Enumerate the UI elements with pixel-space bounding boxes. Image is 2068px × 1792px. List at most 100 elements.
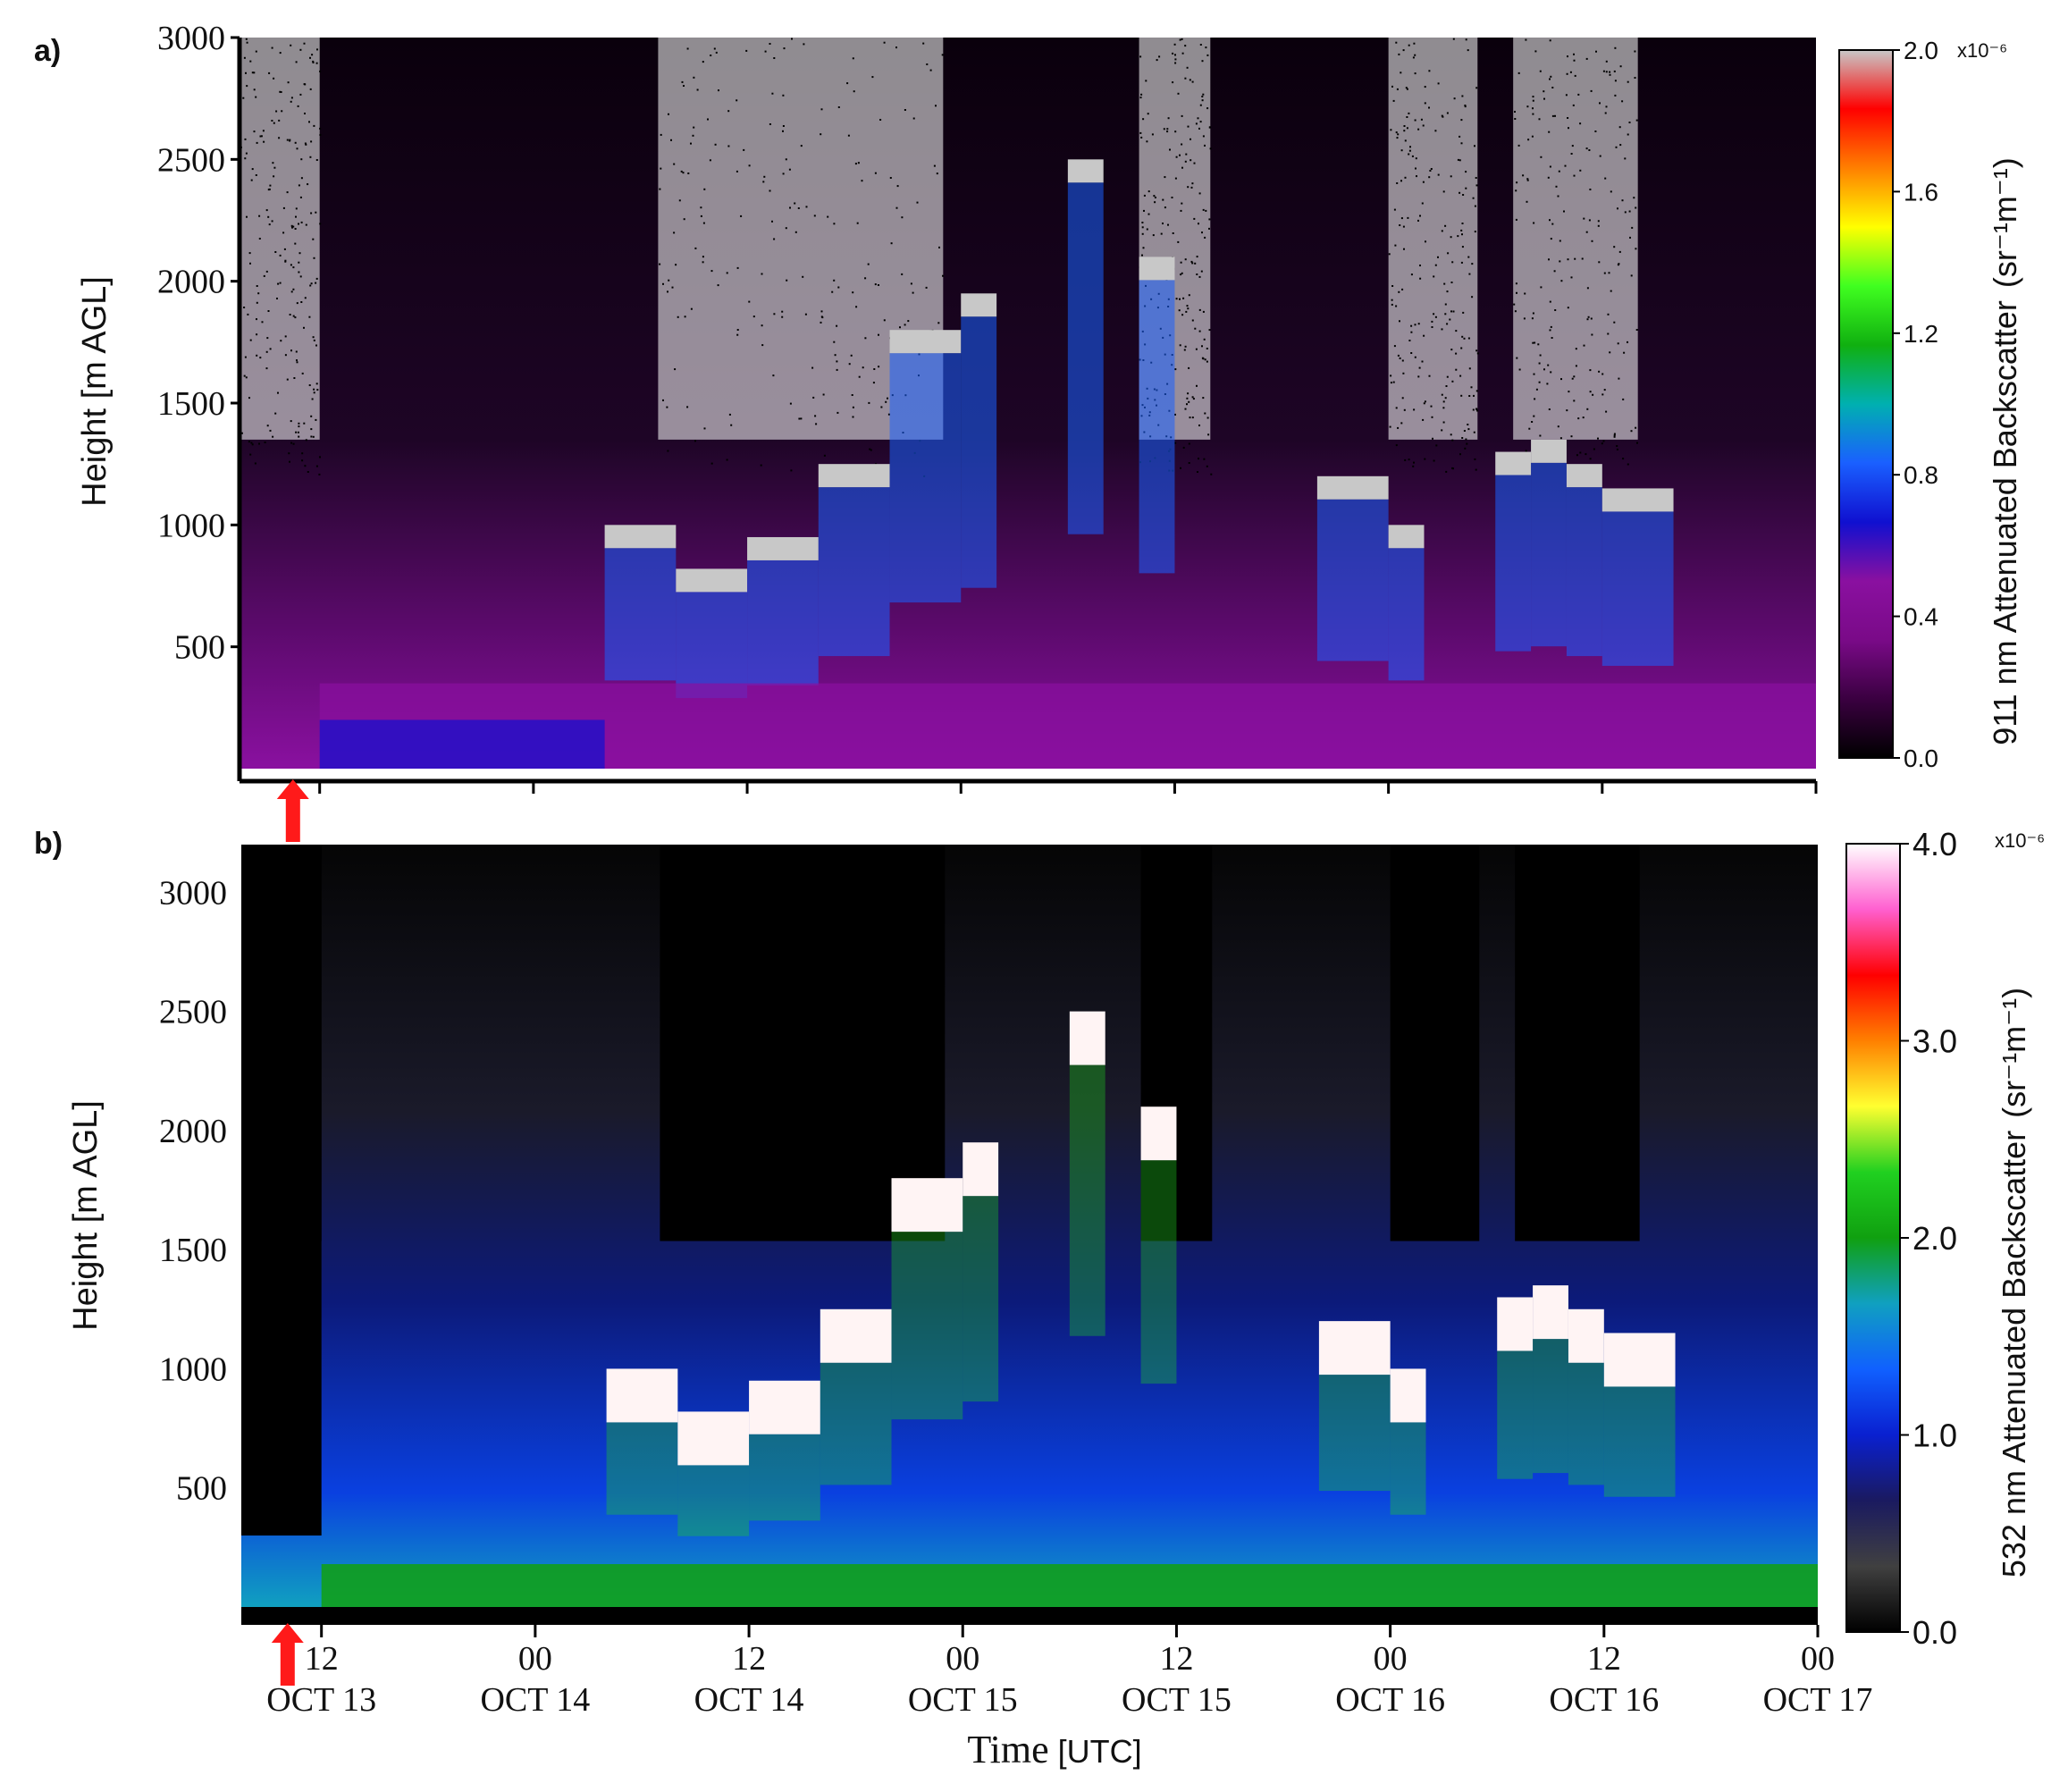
- panel-a-noise-dot: [245, 38, 248, 40]
- panel-a-noise-dot: [1577, 417, 1580, 420]
- panel-a-noise-dot: [1428, 70, 1431, 72]
- panel-a-noise-dot: [837, 106, 840, 108]
- panel-a-noise-dot: [1141, 232, 1144, 235]
- panel-a-noise-dot: [292, 288, 295, 290]
- panel-a-noise-dot: [1198, 308, 1201, 311]
- panel-a-noise-dot: [1414, 119, 1416, 122]
- panel-b-colorbar-label: 532 nm Attenuated Backscatter (sr⁻¹m⁻¹): [1996, 988, 2032, 1577]
- panel-a-noise-dot: [1467, 49, 1469, 52]
- panel-a-noise-dot: [702, 261, 704, 264]
- panel-a-noise-dot: [1548, 130, 1551, 133]
- panel-b-colorbar-unit: (sr⁻¹m⁻¹): [1996, 988, 2032, 1118]
- panel-a-noise-dot: [1633, 197, 1635, 199]
- panel-a-noise-dot: [1445, 470, 1448, 473]
- panel-a-noise-dot: [820, 310, 823, 313]
- panel-a-noise-dot: [869, 448, 871, 450]
- panel-a-noise-dot: [671, 286, 674, 289]
- panel-a-noise-dot: [1206, 54, 1209, 56]
- panel-a-noise-dot: [1393, 208, 1396, 211]
- panel-a-noise-dot: [286, 378, 289, 381]
- panel-a-noise-dot: [1198, 458, 1199, 460]
- panel-a-cloud-layer: [889, 330, 962, 354]
- panel-a-noise-dot: [1457, 158, 1459, 161]
- panel-a-noise-dot: [1615, 146, 1618, 148]
- panel-a-noise-dot: [1598, 261, 1601, 264]
- panel-a-noise-dot: [298, 261, 300, 264]
- panel-b-cloud-layer: [963, 1142, 999, 1197]
- panel-a-noise-dot: [668, 113, 669, 115]
- panel-a-noise-dot: [1196, 256, 1198, 258]
- panel-a-noise-dot: [1174, 413, 1176, 416]
- panel-a-noise-dot: [692, 134, 694, 137]
- panel-a-noise-dot: [1609, 73, 1611, 76]
- panel-a-noise-dot: [681, 80, 684, 83]
- panel-a-noise-dot: [1624, 211, 1627, 214]
- panel-a-noise-dot: [1428, 176, 1431, 179]
- panel-a-noise-dot: [248, 397, 250, 400]
- panel-a-label: a): [34, 34, 61, 68]
- panel-a-noise-dot: [769, 123, 771, 125]
- panel-a-noise-dot: [313, 124, 315, 127]
- panel-a-noise-dot: [736, 333, 739, 336]
- panel-a-noise-dot: [316, 389, 319, 391]
- panel-b-precip-streak: [1140, 1160, 1177, 1384]
- panel-a-noise-dot: [310, 435, 313, 438]
- panel-a-noise-dot: [245, 376, 248, 379]
- panel-a-noise-dot: [308, 384, 311, 386]
- panel-b-cloud-layer: [1069, 1011, 1105, 1065]
- panel-a-precip-streak: [961, 316, 997, 588]
- panel-a-noise-dot: [1563, 210, 1565, 213]
- panel-a-noise-dot: [659, 263, 661, 265]
- panel-a-noise-dot: [693, 76, 695, 79]
- panel-a-noise-dot: [1424, 458, 1426, 460]
- panel-a-noise-dot: [1475, 408, 1478, 410]
- panel-a-noise-dot: [1434, 130, 1437, 132]
- panel-a-noise-dot: [1420, 118, 1423, 121]
- panel-a-noise-dot: [1391, 85, 1393, 88]
- panel-a-noise-dot: [247, 313, 249, 315]
- panel-a-noise-dot: [251, 443, 254, 446]
- panel-a-noise-dot: [899, 326, 901, 329]
- panel-a-noise-dot: [1147, 213, 1150, 215]
- panel-a-noise-dot: [297, 105, 299, 107]
- panel-a-noise-dot: [277, 282, 280, 285]
- panel-a-noise-dot: [702, 256, 704, 258]
- panel-a-noise-dot: [1198, 425, 1200, 426]
- panel-a-noise-dot: [1206, 348, 1208, 349]
- panel-a-noise-dot: [249, 453, 252, 456]
- panel-a-cloud-layer: [1495, 451, 1532, 475]
- panel-a-noise-dot: [1586, 408, 1589, 410]
- panel-a-noise-dot: [833, 223, 836, 225]
- panel-a-noise-dot: [1139, 55, 1142, 58]
- panel-a-noise-dot: [293, 377, 296, 379]
- panel-a-noise-dot: [707, 118, 709, 121]
- panel-a-noise-dot: [1628, 122, 1631, 123]
- panel-a-noise-dot: [667, 290, 668, 293]
- panel-a-noise-dot: [290, 97, 293, 99]
- panel-a-noise-dot: [274, 412, 277, 415]
- panel-a-noise-dot: [1460, 142, 1463, 145]
- panel-a-noise-dot: [271, 120, 273, 122]
- panel-a-noise-dot: [1514, 118, 1517, 120]
- panel-a-noise-dot: [1466, 442, 1468, 445]
- panel-a-noise-dot: [1636, 442, 1638, 444]
- panel-a-noise-dot: [1143, 194, 1146, 197]
- panel-a-noise-dot: [1409, 146, 1411, 148]
- panel-a-y-tick-label: 1500: [157, 385, 225, 423]
- panel-a-noise-dot: [250, 442, 253, 444]
- panel-b-precip-streak: [963, 1196, 999, 1402]
- panel-a-noise-dot: [1450, 236, 1452, 239]
- panel-a-noise-dot: [1414, 72, 1416, 75]
- panel-a-noise-dot: [279, 254, 282, 257]
- panel-a-noise-dot: [1395, 305, 1398, 307]
- panel-a-noise-dot: [852, 291, 854, 294]
- panel-a-noise-dot: [1205, 209, 1207, 212]
- panel-a-y-tick-label: 3000: [157, 20, 225, 57]
- panel-a-noise-dot: [299, 275, 302, 278]
- panel-a-noise-dot: [1195, 348, 1198, 350]
- panel-a-noise-dot: [1186, 66, 1189, 69]
- panel-a-noise-dot: [748, 300, 751, 303]
- panel-a-noise-dot: [1567, 307, 1569, 309]
- panel-a-noise-dot: [1201, 96, 1204, 97]
- panel-a-noise-dot: [1617, 207, 1618, 210]
